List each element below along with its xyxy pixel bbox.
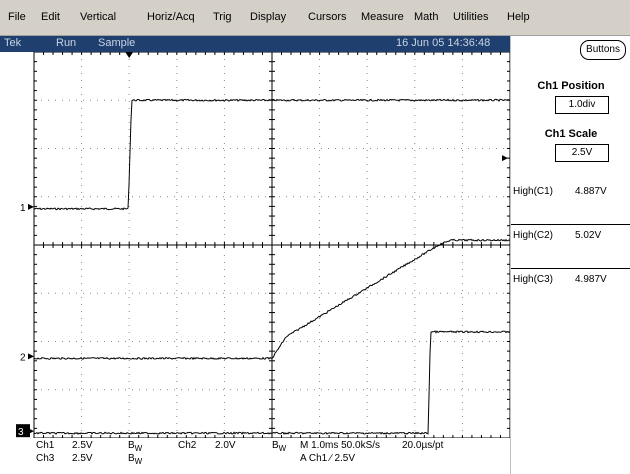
measurement-label: High(C3) <box>513 274 554 285</box>
ch3-label: Ch3 <box>36 453 55 464</box>
trigger-position-marker <box>125 52 134 58</box>
ch3-bandwidth: BW <box>128 453 142 466</box>
measurement-divider <box>511 268 630 269</box>
ch3-marker[interactable]: 3 <box>16 424 34 438</box>
measurement-value: 4.987V <box>575 274 607 285</box>
menu-math[interactable]: Math <box>414 11 439 23</box>
ch2-scale: 2.0V <box>215 440 236 451</box>
ch1-scale-title: Ch1 Scale <box>544 128 598 140</box>
ch3-trace <box>33 330 510 435</box>
menu-horiz-acq[interactable]: Horiz/Acq <box>147 11 195 23</box>
menu-vertical[interactable]: Vertical <box>80 11 117 23</box>
menu-file[interactable]: File <box>8 11 26 23</box>
ch1-marker-arrow <box>28 203 34 210</box>
ch1-marker-label: 1 <box>20 203 26 214</box>
menu-bar: File Edit Vertical Horiz/Acq Trig Displa… <box>0 0 630 36</box>
buttons-button[interactable]: Buttons <box>580 40 626 60</box>
ch2-marker[interactable]: 2 <box>20 352 34 363</box>
menu-help[interactable]: Help <box>507 11 530 23</box>
ch1-scale: 2.5V <box>72 440 93 451</box>
measurement-label: High(C2) <box>513 230 554 241</box>
ch1-trace <box>33 98 510 211</box>
ch2-trace <box>33 238 510 361</box>
control-panel: Buttons Ch1 Position 1.0div Ch1 Scale 2.… <box>510 36 630 474</box>
ch3-bandwidth-sub: W <box>134 457 143 466</box>
menu-edit[interactable]: Edit <box>41 11 60 23</box>
menu-cursors[interactable]: Cursors <box>308 11 347 23</box>
menu-trig[interactable]: Trig <box>213 11 232 23</box>
ch2-bandwidth-sub: W <box>278 444 287 453</box>
ch1-bandwidth-sub: W <box>134 444 143 453</box>
measurement-value: 5.02V <box>575 230 602 241</box>
ch1-label: Ch1 <box>36 440 55 451</box>
ch1-bandwidth-letter: B <box>128 440 135 451</box>
menu-display[interactable]: Display <box>250 11 287 23</box>
resolution: 20.0µs/pt <box>402 440 444 451</box>
menu-measure[interactable]: Measure <box>361 11 404 23</box>
measurement-label: High(C1) <box>513 186 554 197</box>
measurement-divider <box>511 224 630 225</box>
ch2-marker-label: 2 <box>20 352 26 363</box>
ch3-bandwidth-letter: B <box>128 453 135 464</box>
trigger-info: A Ch1 ∕ 2.5V <box>300 453 356 464</box>
ch2-label: Ch2 <box>178 440 197 451</box>
ch2-bandwidth-letter: B <box>272 440 279 451</box>
ch3-marker-arrow <box>28 428 34 435</box>
ch3-scale: 2.5V <box>72 453 93 464</box>
ch1-marker[interactable]: 1 <box>20 203 34 214</box>
ch1-position-control[interactable]: 1.0div <box>555 96 609 114</box>
status-bar: Tek Run Sample 16 Jun 05 14:36:48 <box>0 36 510 52</box>
trigger-level-marker <box>502 155 508 162</box>
ch2-marker-arrow <box>28 353 34 360</box>
timebase: M 1.0ms 50.0kS/s <box>300 440 381 451</box>
waveform-graticule[interactable]: 1 2 3 <box>0 52 510 438</box>
ch1-bandwidth: BW <box>128 440 142 453</box>
date-time: 16 Jun 05 14:36:48 <box>396 37 491 49</box>
ch1-scale-control[interactable]: 2.5V <box>555 144 609 162</box>
measurement-value: 4.887V <box>575 186 607 197</box>
ch1-position-title: Ch1 Position <box>537 80 605 92</box>
readout-area: Ch1 2.5V BW Ch2 2.0V BW M 1.0ms 50.0kS/s… <box>0 438 510 474</box>
menu-utilities[interactable]: Utilities <box>453 11 489 23</box>
acquisition-mode: Sample <box>98 37 136 49</box>
ch2-bandwidth: BW <box>272 440 286 453</box>
run-status: Run <box>56 37 77 49</box>
ch3-marker-label: 3 <box>18 427 24 438</box>
ch3-marker-box <box>16 424 30 438</box>
scope-display <box>0 36 510 474</box>
brand-label: Tek <box>4 37 22 49</box>
